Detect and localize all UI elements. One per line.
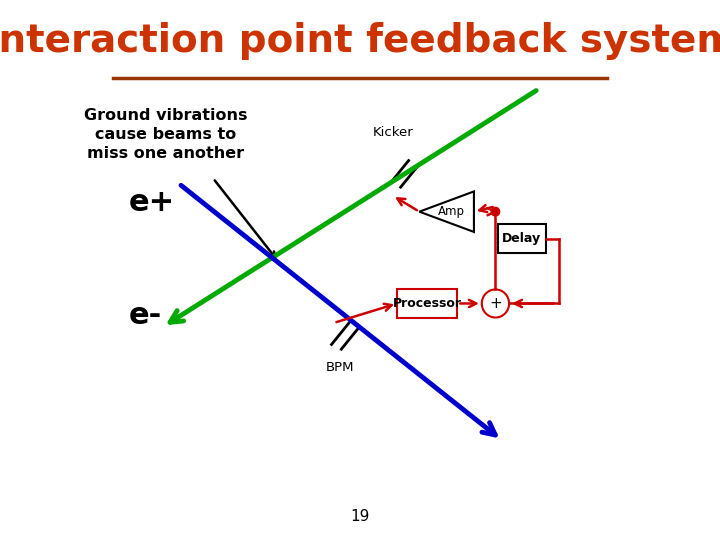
Circle shape	[491, 207, 500, 216]
Text: 19: 19	[351, 509, 369, 524]
Text: Kicker: Kicker	[373, 126, 414, 139]
Text: miss one another: miss one another	[87, 146, 244, 161]
Text: Processor: Processor	[392, 297, 462, 310]
FancyBboxPatch shape	[498, 224, 546, 253]
Circle shape	[482, 289, 509, 318]
Text: Amp: Amp	[438, 205, 465, 218]
Text: Interaction point feedback system: Interaction point feedback system	[0, 22, 720, 59]
Text: e-: e-	[129, 301, 162, 330]
FancyBboxPatch shape	[397, 289, 457, 318]
Text: +: +	[489, 296, 502, 311]
Text: cause beams to: cause beams to	[95, 127, 236, 142]
Text: BPM: BPM	[326, 361, 354, 374]
Text: e+: e+	[129, 188, 175, 217]
Text: Delay: Delay	[502, 232, 541, 245]
Text: Ground vibrations: Ground vibrations	[84, 108, 248, 123]
